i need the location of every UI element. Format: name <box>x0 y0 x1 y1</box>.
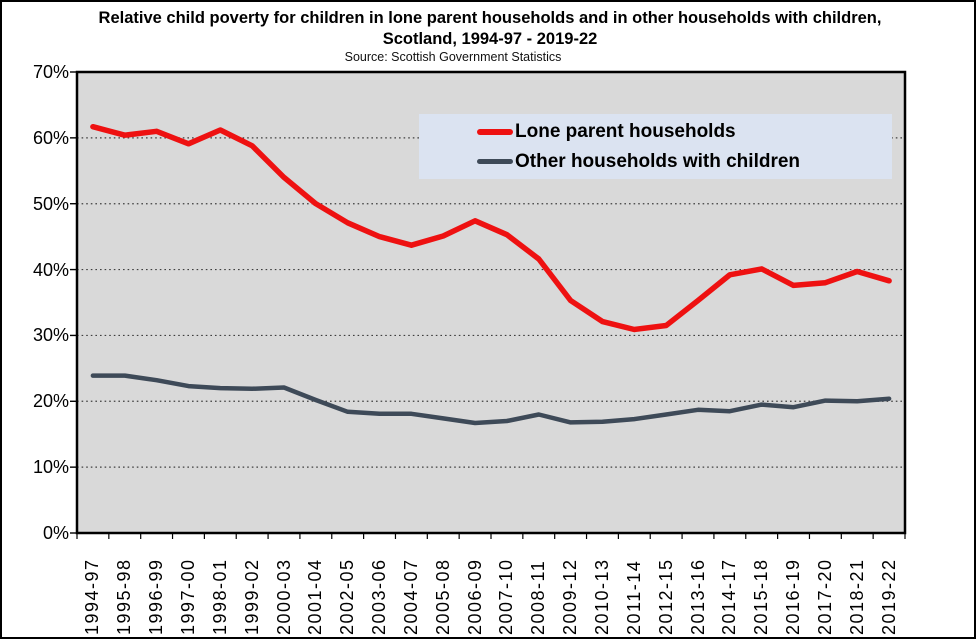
x-axis-label-2011-14: 2011-14 <box>623 559 644 635</box>
x-axis-label-2019-22: 2019-22 <box>878 558 899 635</box>
x-axis-label-1995-98: 1995-98 <box>114 558 135 635</box>
legend-item-lone-parent-households: Lone parent households <box>477 119 892 145</box>
legend: Lone parent households Other households … <box>419 114 892 179</box>
x-axis-label-2002-05: 2002-05 <box>337 558 358 635</box>
x-axis-label-2010-13: 2010-13 <box>591 558 612 635</box>
y-axis-label-30: 30% <box>32 325 69 346</box>
x-axis-label-2005-08: 2005-08 <box>432 558 453 635</box>
y-axis-label-20: 20% <box>32 391 69 412</box>
x-axis-label-1997-00: 1997-00 <box>177 558 198 635</box>
x-axis-label-2004-07: 2004-07 <box>400 558 421 635</box>
x-axis-label-1996-99: 1996-99 <box>146 558 167 635</box>
x-axis-label-2000-03: 2000-03 <box>273 558 294 635</box>
y-axis-label-0: 0% <box>42 523 69 543</box>
y-axis-label-50: 50% <box>32 193 69 214</box>
series-line-other-households-with-children <box>90 373 892 426</box>
page-title: Relative child poverty for children in l… <box>98 9 882 48</box>
y-axis-label-10: 10% <box>32 457 69 478</box>
x-axis-label-1994-97: 1994-97 <box>82 558 103 635</box>
legend-item-other-households: Other households with children <box>477 149 892 175</box>
x-axis-label-2016-19: 2016-19 <box>783 558 804 635</box>
x-axis-label-2018-21: 2018-21 <box>846 558 867 635</box>
x-axis-label-2013-16: 2013-16 <box>687 558 708 635</box>
legend-slate-line-sample <box>477 159 513 164</box>
x-axis-label-2001-04: 2001-04 <box>305 558 326 635</box>
x-axis-label-2007-10: 2007-10 <box>496 558 517 635</box>
y-axis-label-40: 40% <box>32 259 69 280</box>
x-axis-label-2009-12: 2009-12 <box>560 558 581 635</box>
x-axis-label-1998-01: 1998-01 <box>209 558 230 635</box>
series-line-lone-parent-households <box>90 123 892 333</box>
y-axis-label-60: 60% <box>32 127 69 148</box>
legend-label-lone-parent-households: Lone parent households <box>515 120 736 142</box>
page-subtitle: Source: Scottish Government Statistics <box>344 50 562 64</box>
legend-label-other-households: Other households with children <box>515 150 801 172</box>
x-axis-label-1999-02: 1999-02 <box>241 558 262 635</box>
plot-border <box>75 70 907 535</box>
legend-red-line-sample <box>477 128 513 135</box>
x-axis-label-2003-06: 2003-06 <box>369 558 390 635</box>
x-axis-label-2015-18: 2015-18 <box>751 558 772 635</box>
x-axis-label-2012-15: 2012-15 <box>655 558 676 635</box>
y-axis-label-70: 70% <box>32 62 69 82</box>
x-axis-label-2017-20: 2017-20 <box>814 558 835 635</box>
x-axis-label-2008-11: 2008-11 <box>528 559 549 635</box>
x-axis-label-2014-17: 2014-17 <box>719 558 740 635</box>
x-axis-label-2006-09: 2006-09 <box>464 558 485 635</box>
